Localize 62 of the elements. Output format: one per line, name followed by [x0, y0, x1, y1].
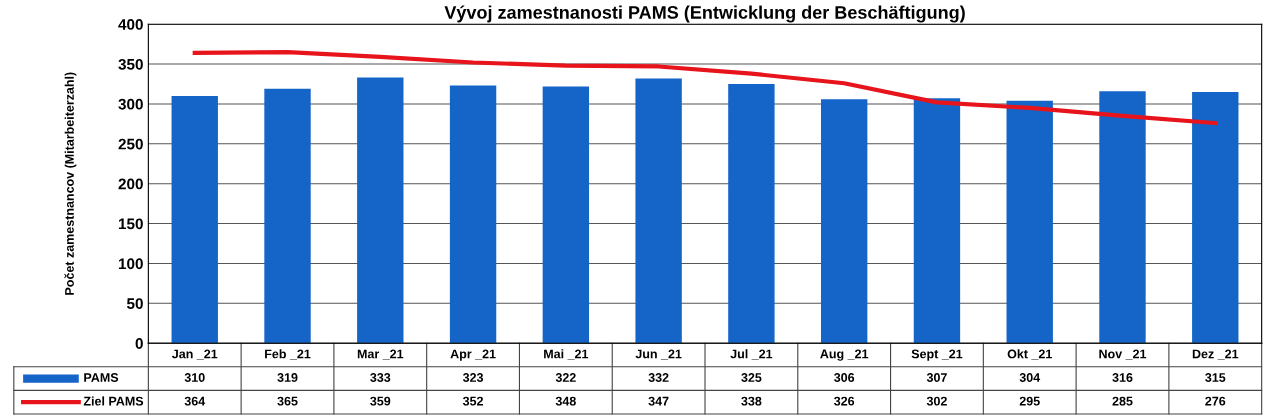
x-tick-label: Feb _21: [265, 349, 311, 360]
x-tick-label: Sept _21: [911, 349, 963, 361]
y-tick-label: 0: [135, 338, 143, 349]
data-label: 352: [462, 396, 483, 406]
data-label: 364: [184, 396, 206, 406]
x-tick-label: Mai _21: [544, 349, 589, 360]
legend-label: PAMS: [84, 373, 119, 382]
data-label: 326: [834, 396, 855, 406]
data-label: 315: [1205, 373, 1226, 382]
y-tick-label: 50: [126, 298, 143, 309]
x-tick-label: Mar _21: [357, 349, 404, 360]
chart-title: Vývoj zamestnanosti PAMS (Entwicklung der Beschäftigung): [444, 5, 965, 23]
y-tick-label: 200: [118, 178, 143, 190]
data-label: 306: [834, 373, 855, 382]
bar: [542, 86, 590, 344]
data-label: 359: [370, 396, 391, 406]
legend-label: Ziel PAMS: [83, 396, 144, 406]
bar: [1192, 91, 1239, 344]
bar: [357, 77, 404, 344]
bar: [913, 98, 961, 344]
x-tick-label: Aug _21: [820, 349, 869, 361]
data-label: 295: [1019, 396, 1040, 406]
data-label: 322: [555, 373, 576, 382]
y-tick-label: 400: [118, 19, 143, 30]
x-tick-label: Jun _21: [635, 349, 682, 360]
data-label: 333: [370, 373, 391, 382]
data-label: 338: [741, 396, 762, 406]
data-label: 285: [1112, 396, 1133, 406]
y-tick-label: 100: [118, 258, 143, 270]
x-tick-label: Nov _21: [1099, 349, 1147, 360]
data-label: 276: [1205, 396, 1226, 406]
y-tick-label: 150: [118, 218, 143, 230]
data-label: 323: [462, 373, 484, 382]
bar: [449, 85, 497, 344]
bar: [728, 84, 775, 344]
y-tick-label: 300: [118, 98, 143, 110]
bar: [171, 95, 218, 344]
data-label: 347: [648, 396, 669, 406]
data-label: 302: [926, 396, 947, 406]
x-tick-label: Jul _21: [730, 349, 773, 360]
bar: [820, 99, 868, 344]
x-tick-label: Apr _21: [450, 349, 496, 361]
x-tick-label: Okt _21: [1007, 349, 1052, 360]
data-label: 304: [1019, 373, 1041, 382]
data-label: 307: [926, 373, 947, 382]
data-label: 319: [277, 373, 298, 382]
x-tick-label: Dez _21: [1192, 349, 1239, 360]
x-tick-label: Jan _21: [172, 349, 218, 360]
bar: [1099, 91, 1146, 344]
bar: [264, 88, 311, 344]
bar: [635, 78, 682, 344]
y-tick-label: 350: [118, 58, 143, 70]
line-series: [192, 50, 1218, 126]
data-label: 310: [184, 373, 205, 382]
y-tick-label: 250: [118, 138, 143, 150]
bar: [1006, 100, 1053, 344]
y-axis-title: Počet zamestnancov (Mitarbeiterzahl): [64, 72, 77, 295]
data-label: 332: [648, 373, 669, 382]
data-label: 365: [277, 396, 298, 406]
data-label: 325: [741, 373, 762, 382]
data-label: 348: [555, 396, 576, 406]
data-label: 316: [1112, 373, 1133, 382]
